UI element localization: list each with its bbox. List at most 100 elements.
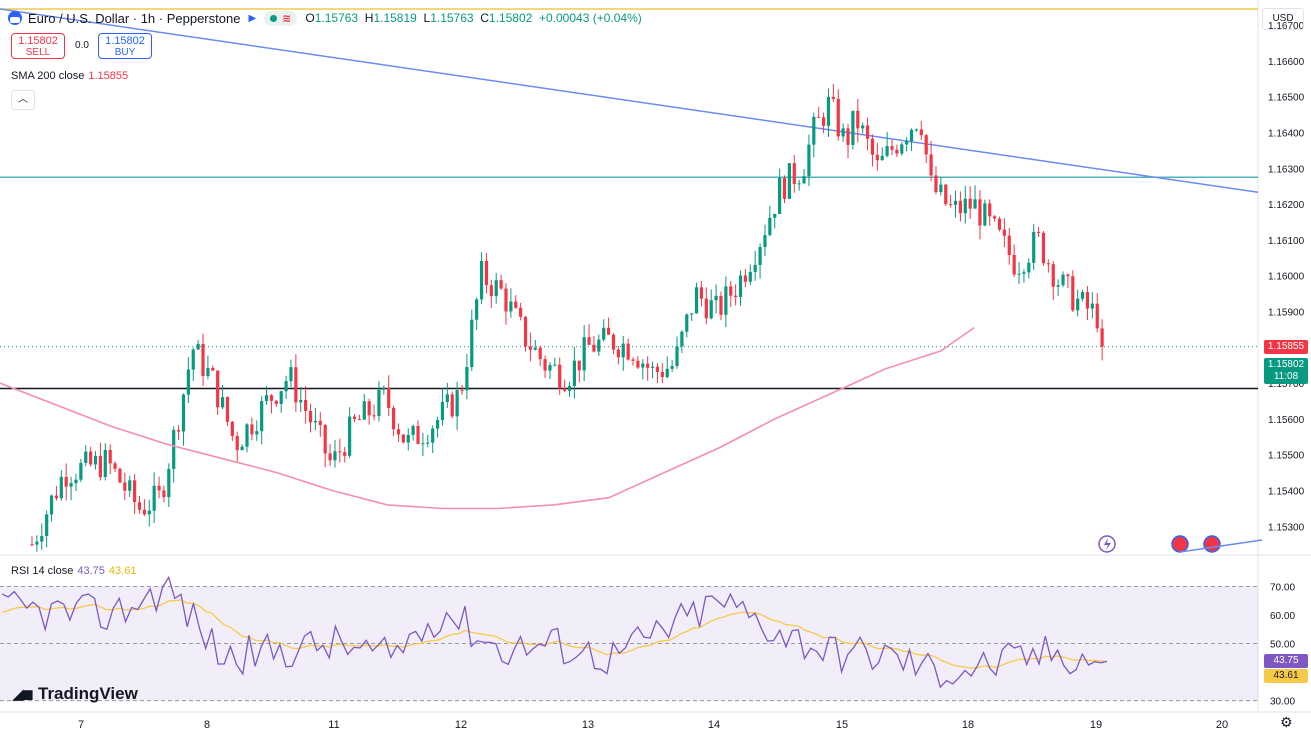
- flag-icon[interactable]: ▶: [248, 12, 257, 24]
- candle-body: [856, 110, 860, 129]
- candle-body: [563, 388, 567, 391]
- candle-body: [186, 369, 190, 395]
- time-tick-label: 15: [836, 719, 848, 731]
- candle-body: [949, 204, 953, 206]
- candle-body: [245, 424, 249, 447]
- candle-body: [655, 366, 660, 372]
- candle-body: [264, 395, 269, 402]
- tradingview-logo[interactable]: ◢◼ TradingView: [12, 684, 138, 704]
- last-price-value: 1.15802: [1267, 359, 1305, 370]
- price-tick-label: 1.16200: [1268, 200, 1305, 211]
- candle-body: [211, 367, 215, 371]
- candle-body: [357, 419, 361, 421]
- candle-body: [538, 347, 542, 360]
- rsi-price-tag: 43.75: [1264, 654, 1308, 668]
- candle-body: [914, 129, 919, 131]
- candle-body: [49, 495, 54, 515]
- candle-body: [690, 313, 694, 315]
- candle-body: [1041, 232, 1046, 264]
- candle-body: [709, 300, 713, 319]
- price-tick-label: 1.16700: [1268, 21, 1305, 32]
- candle-body: [865, 125, 870, 139]
- time-tick-label: 18: [962, 719, 974, 731]
- candle-body: [934, 175, 938, 193]
- sma-legend-value: 1.15855: [88, 70, 129, 82]
- candle-body: [993, 216, 997, 219]
- candle-body: [348, 416, 352, 456]
- candle-body: [587, 337, 591, 345]
- candle-body: [817, 116, 821, 118]
- candle-body: [758, 247, 762, 265]
- candle-body: [670, 365, 674, 369]
- candle-body: [128, 480, 132, 491]
- candle-body: [543, 359, 547, 371]
- candle-body: [567, 385, 572, 391]
- candle-body: [626, 343, 630, 360]
- candle-body: [905, 141, 909, 145]
- candle-body: [460, 390, 464, 392]
- buy-button[interactable]: 1.15802 BUY: [98, 33, 152, 59]
- tradingview-logo-icon: ◢◼: [12, 686, 34, 703]
- candle-body: [646, 363, 650, 368]
- candle-body: [181, 394, 186, 432]
- lightning-bolt-glyph: [1104, 538, 1111, 550]
- candle-body: [787, 163, 791, 199]
- symbol-title[interactable]: Euro / U.S. Dollar · 1h · Pepperstone: [28, 10, 241, 26]
- candle-body: [440, 402, 445, 421]
- candle-body: [250, 424, 254, 435]
- sell-button[interactable]: 1.15802 SELL: [11, 33, 65, 59]
- candle-body: [176, 430, 181, 432]
- candle-body: [289, 367, 293, 382]
- candle-body: [269, 395, 274, 401]
- candle-body: [1022, 272, 1026, 274]
- candle-body: [479, 260, 484, 300]
- sell-label: SELL: [25, 47, 51, 58]
- candle-body: [201, 343, 205, 377]
- candle-body: [79, 462, 83, 480]
- candle-body: [572, 360, 576, 386]
- candle-body: [582, 337, 586, 371]
- candle-body: [685, 314, 689, 332]
- settings-gear-icon[interactable]: ⚙: [1280, 714, 1293, 730]
- candle-body: [734, 295, 738, 298]
- eurusd-symbol-icon[interactable]: [8, 11, 22, 25]
- candle-body: [509, 301, 513, 312]
- time-tick-label: 8: [204, 719, 210, 731]
- candle-body: [1095, 303, 1099, 329]
- candle-body: [841, 128, 845, 137]
- wave-icon: ≋: [282, 12, 292, 25]
- rsi-ma-price-tag: 43.61: [1264, 669, 1308, 683]
- candle-body: [861, 125, 865, 129]
- market-status-pill[interactable]: ≋: [264, 10, 298, 26]
- candle-body: [1012, 255, 1016, 275]
- candle-body: [84, 451, 88, 463]
- sma-legend[interactable]: SMA 200 close 1.15855: [11, 70, 128, 82]
- candle-body: [69, 483, 73, 487]
- candle-body: [641, 363, 645, 368]
- candle-body: [1076, 298, 1080, 311]
- candle-body: [93, 455, 98, 465]
- candle-body: [611, 334, 616, 350]
- rsi-legend[interactable]: RSI 14 close 43.75 43.61: [11, 565, 136, 577]
- candle-body: [743, 275, 748, 282]
- candle-body: [1027, 262, 1031, 273]
- rsi-legend-value: 43.75: [77, 565, 105, 577]
- candle-body: [1051, 264, 1055, 287]
- candle-body: [406, 434, 410, 443]
- candle-body: [597, 339, 601, 352]
- sma-legend-label: SMA 200 close: [11, 70, 85, 82]
- candle-body: [372, 415, 376, 417]
- candle-body: [724, 286, 728, 315]
- candle-body: [35, 541, 39, 545]
- collapse-legend-button[interactable]: ︿: [11, 90, 35, 110]
- time-tick-label: 11: [328, 719, 339, 731]
- candle-body: [797, 183, 801, 185]
- candle-body: [929, 154, 933, 176]
- candle-body: [782, 177, 787, 199]
- candle-body: [338, 451, 342, 453]
- candle-body: [396, 429, 401, 435]
- candle-body: [714, 295, 718, 301]
- candle-body: [748, 271, 752, 282]
- currency-selector[interactable]: USD: [1262, 8, 1304, 30]
